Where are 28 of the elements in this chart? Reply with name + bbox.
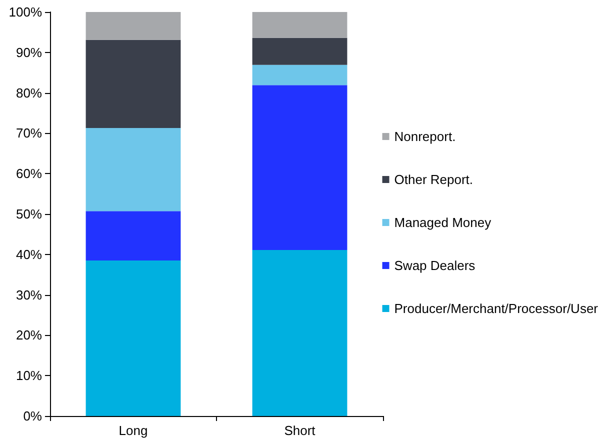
bar [252, 64, 348, 86]
y-tick-label: 30% [16, 287, 42, 302]
bar [252, 38, 348, 65]
legend-label: Swap Dealers [394, 258, 476, 273]
y-tick-label: 20% [16, 328, 42, 343]
bar [252, 12, 348, 38]
y-tick-label: 90% [16, 44, 42, 60]
bar [86, 260, 181, 416]
bar [86, 211, 181, 260]
legend-label: Producer/Merchant/Processor/User [394, 301, 599, 316]
y-tick-label: 70% [16, 126, 42, 141]
y-tick-label: 50% [16, 206, 42, 222]
bar [252, 250, 348, 416]
y-tick-label: 10% [16, 368, 42, 384]
legend-label: Nonreport. [394, 129, 456, 144]
y-tick-label: 40% [16, 246, 42, 262]
bar [252, 85, 348, 250]
y-tick-label: 60% [16, 166, 42, 182]
legend-label: Other Report. [394, 172, 474, 187]
x-tick-label: Short [284, 423, 316, 438]
y-tick-label: 100% [8, 4, 42, 20]
bar [86, 128, 181, 212]
bar [86, 40, 181, 128]
y-tick-label: 0% [23, 408, 42, 424]
y-tick-label: 80% [16, 85, 42, 100]
legend-label: Managed Money [394, 215, 492, 230]
bar [86, 12, 181, 40]
x-tick-label: Long [118, 423, 148, 438]
